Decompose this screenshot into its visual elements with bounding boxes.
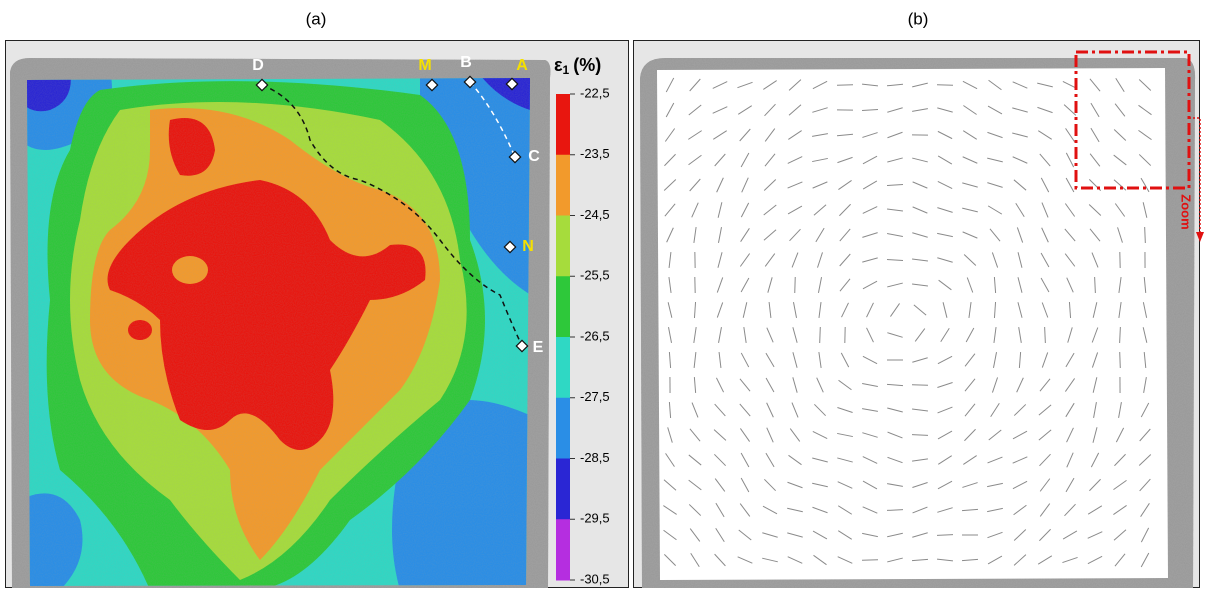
colorbar-band [556,459,570,520]
colorbar-band [556,519,570,580]
zoom-label: Zoom [1179,194,1194,229]
point-label: M [418,57,431,74]
point-label: A [516,57,528,74]
point-label: N [522,238,534,255]
vector [1120,352,1121,368]
field-area [657,68,1168,580]
colorbar-band [556,94,570,155]
point-label: D [252,57,264,74]
subscript: 1 [563,63,570,77]
colorbar-label: -28,5 [580,450,610,465]
vector [937,85,953,86]
panel-label: (b) [908,9,929,28]
colorbar-label: -27,5 [580,389,610,404]
point-label: C [528,148,540,165]
colorbar-title: ε1(%) [554,55,601,77]
colorbar-label: -29,5 [580,511,610,526]
colorbar-label: -23,5 [580,146,610,161]
map-texture [20,70,540,588]
colorbar-band [556,398,570,459]
point-label: E [533,339,544,356]
colorbar-label: -26,5 [580,328,610,343]
unit: (%) [573,55,601,75]
point-label: B [460,54,472,71]
colorbar-label: -22,5 [580,85,610,100]
colorbar-label: -25,5 [580,268,610,283]
colorbar: -22,5 -23,5 -24,5 -25,5 -26,5 -27,5 -28,5 -29,5… [556,85,610,586]
colorbar-band [556,276,570,337]
colorbar-band [556,216,570,277]
vector [820,327,821,343]
panel-label: (a) [306,9,327,28]
colorbar-band [556,337,570,398]
strain-map [20,70,540,588]
colorbar-band [556,155,570,216]
colorbar-label: -30,5 [580,571,610,586]
vector [1145,227,1146,243]
colorbar-label: -24,5 [580,207,610,222]
